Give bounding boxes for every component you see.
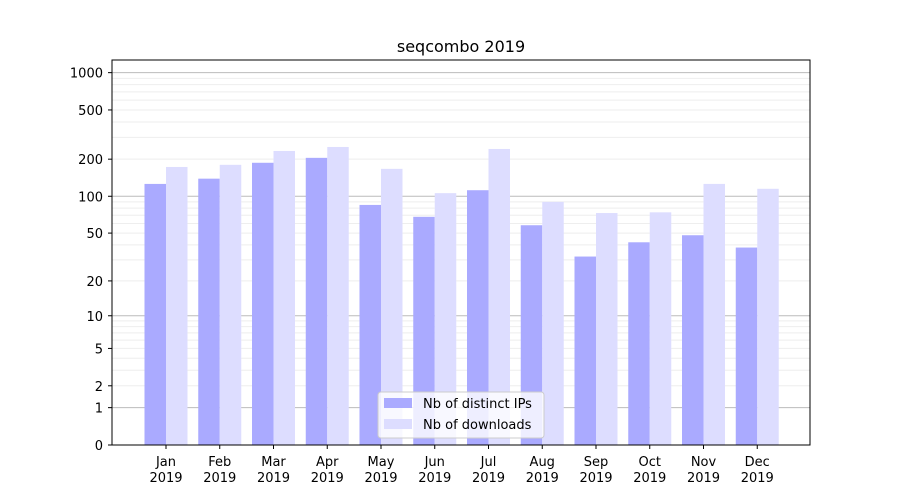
x-tick-label: Mar 2019 (257, 455, 290, 486)
x-tick-label: Sep 2019 (579, 455, 612, 486)
bar-distinct-ips (682, 235, 704, 445)
y-tick-label: 2 (95, 380, 103, 395)
y-tick-label: 50 (86, 227, 103, 242)
bar-distinct-ips (735, 247, 758, 445)
legend: Nb of distinct IPs Nb of downloads (377, 391, 545, 439)
x-tick-label: Feb 2019 (203, 455, 236, 486)
bar-downloads (488, 148, 510, 445)
bar-distinct-ips (198, 178, 220, 445)
legend-swatch-ips (384, 398, 412, 408)
bar-downloads (381, 168, 403, 445)
x-tick-label: May 2019 (364, 455, 397, 486)
bar-distinct-ips (574, 256, 596, 445)
y-tick-label: 5 (95, 342, 103, 357)
y-tick-label: 20 (86, 275, 103, 290)
legend-label-ips: Nb of distinct IPs (423, 397, 532, 412)
x-tick-label: Jul 2019 (472, 455, 505, 486)
chart-title: seqcombo 2019 (397, 37, 525, 56)
y-tick-label: 1000 (70, 67, 103, 82)
x-tick-label: Oct 2019 (633, 455, 666, 486)
x-tick-label: Jun 2019 (418, 455, 451, 486)
bar-downloads (166, 166, 188, 445)
y-tick-label: 0 (95, 439, 103, 454)
bar-downloads (542, 201, 564, 445)
bar-downloads (649, 212, 672, 445)
bar-downloads (327, 146, 349, 445)
bar-downloads (434, 193, 457, 445)
x-tick-label: Aug 2019 (526, 455, 559, 486)
bar-distinct-ips (467, 190, 489, 445)
x-tick-label: Apr 2019 (311, 455, 344, 486)
x-tick-label: Nov 2019 (687, 455, 720, 486)
bar-downloads (219, 164, 242, 445)
bar-distinct-ips (305, 157, 328, 446)
legend-label-downloads: Nb of downloads (423, 418, 532, 433)
y-tick-label: 10 (86, 310, 103, 325)
bar-downloads (757, 188, 779, 445)
y-tick-label: 200 (78, 153, 103, 168)
bar-distinct-ips (359, 204, 381, 445)
bar-distinct-ips (413, 216, 435, 445)
y-tick-label: 100 (78, 190, 103, 205)
axes-frame (111, 59, 811, 446)
bar-downloads (703, 183, 725, 445)
bar-downloads (596, 213, 618, 445)
y-tick-label: 1 (95, 402, 103, 417)
bar-distinct-ips (520, 225, 543, 445)
bar-downloads (273, 150, 295, 445)
y-tick-label: 500 (78, 104, 103, 119)
bar-distinct-ips (252, 162, 274, 445)
bar-distinct-ips (144, 183, 166, 445)
bar-distinct-ips (628, 242, 650, 445)
legend-swatch-downloads (384, 419, 412, 429)
x-tick-label: Jan 2019 (149, 455, 182, 486)
x-tick-label: Dec 2019 (741, 455, 774, 486)
